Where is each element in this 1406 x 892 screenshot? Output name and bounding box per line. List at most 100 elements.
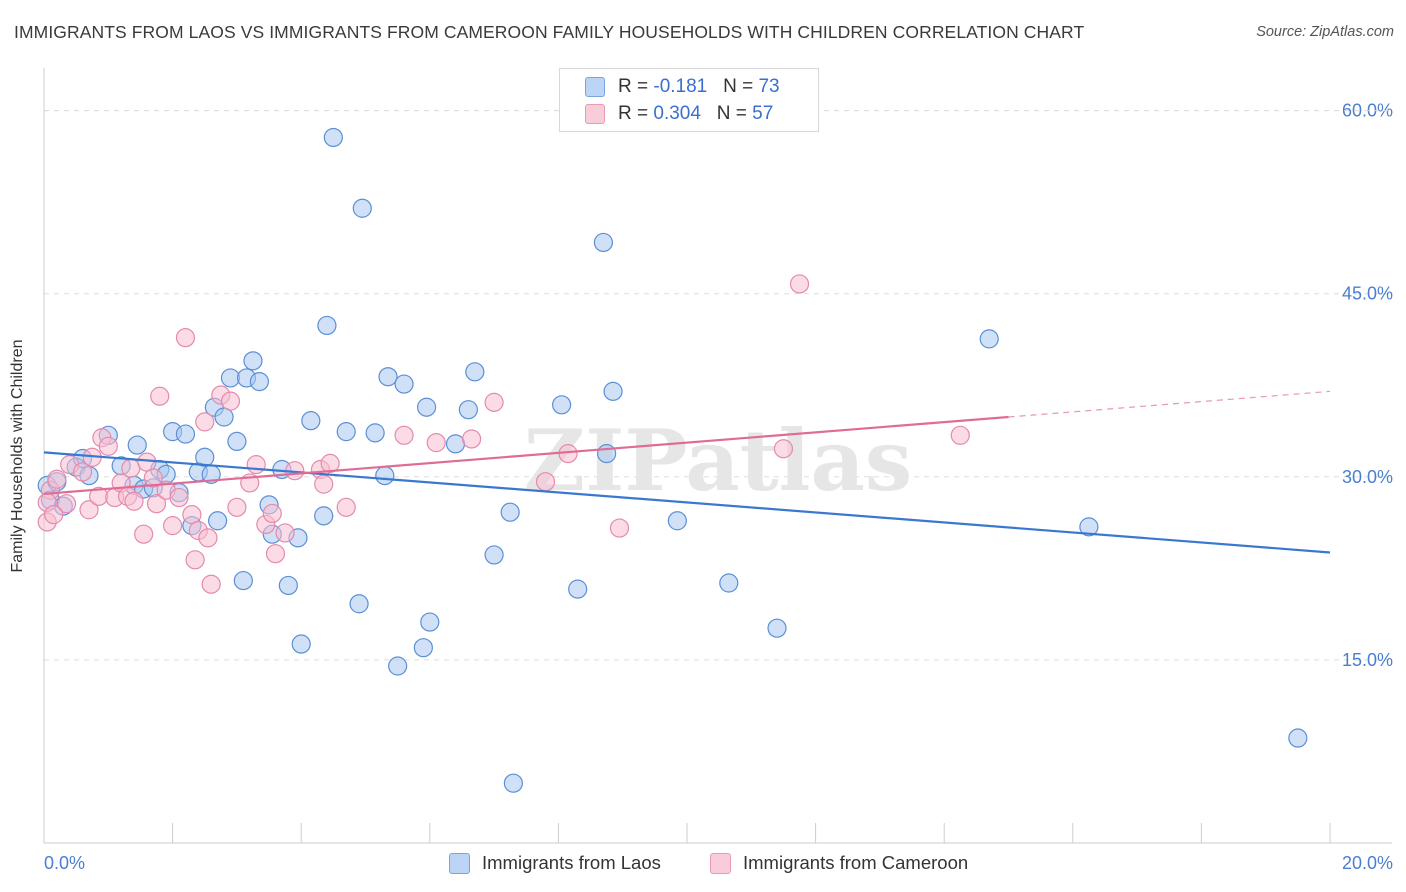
legend-swatch-laos bbox=[585, 77, 605, 97]
chart-title: IMMIGRANTS FROM LAOS VS IMMIGRANTS FROM … bbox=[14, 22, 1085, 42]
point-laos bbox=[597, 444, 617, 464]
source-label: Source: ZipAtlas.com bbox=[1256, 24, 1394, 40]
trendline-cameroon-extension bbox=[1008, 390, 1331, 418]
point-laos bbox=[552, 395, 572, 415]
point-cameroon bbox=[535, 472, 556, 492]
bottom-legend-label-laos: Immigrants from Laos bbox=[482, 852, 661, 873]
point-cameroon bbox=[262, 503, 282, 524]
point-cameroon bbox=[56, 494, 77, 514]
point-laos bbox=[1079, 517, 1099, 537]
point-cameroon bbox=[121, 458, 141, 478]
point-cameroon bbox=[198, 528, 218, 548]
point-laos bbox=[314, 506, 334, 526]
legend-n-label: N = bbox=[723, 76, 759, 97]
point-laos bbox=[413, 638, 433, 658]
point-laos bbox=[719, 573, 739, 593]
point-cameroon bbox=[773, 439, 794, 459]
point-cameroon bbox=[72, 462, 93, 482]
point-cameroon bbox=[47, 469, 67, 489]
point-cameroon bbox=[143, 468, 163, 488]
point-laos bbox=[352, 198, 372, 218]
point-laos bbox=[249, 372, 270, 392]
point-cameroon bbox=[336, 497, 356, 517]
point-cameroon bbox=[246, 455, 266, 475]
y-tick-label: 30.0% bbox=[1342, 467, 1393, 487]
x-tick-label: 0.0% bbox=[44, 853, 85, 873]
point-cameroon bbox=[394, 425, 414, 445]
point-cameroon bbox=[150, 386, 170, 406]
point-cameroon bbox=[98, 436, 118, 456]
bottom-legend-cameroon: Immigrants from Cameroon bbox=[710, 852, 968, 874]
point-laos bbox=[375, 465, 395, 486]
legend-n-value: 57 bbox=[752, 103, 774, 124]
point-laos bbox=[1288, 728, 1308, 748]
point-cameroon bbox=[461, 429, 482, 449]
y-tick-label: 45.0% bbox=[1342, 284, 1393, 304]
point-laos bbox=[278, 575, 298, 596]
point-laos bbox=[445, 434, 466, 454]
bottom-legend-swatch-laos bbox=[449, 852, 470, 874]
point-cameroon bbox=[175, 328, 196, 348]
legend-swatch-cameroon bbox=[585, 104, 605, 124]
legend-row-laos: R = -0.181 N = 73 bbox=[585, 75, 780, 99]
point-cameroon bbox=[950, 425, 970, 445]
trendline-cameroon bbox=[43, 415, 1009, 495]
point-laos bbox=[420, 612, 440, 632]
bottom-legend-label-cameroon: Immigrants from Cameroon bbox=[743, 852, 969, 873]
point-laos bbox=[301, 411, 321, 431]
point-cameroon bbox=[484, 392, 504, 412]
point-laos bbox=[503, 773, 523, 793]
point-laos bbox=[195, 447, 215, 467]
point-cameroon bbox=[275, 523, 295, 543]
point-laos bbox=[767, 618, 787, 638]
watermark: ZIPatlas bbox=[524, 411, 912, 510]
point-cameroon bbox=[609, 518, 630, 538]
point-cameroon bbox=[426, 433, 446, 453]
point-cameroon bbox=[44, 505, 64, 525]
point-laos bbox=[484, 545, 504, 565]
point-cameroon bbox=[227, 497, 247, 517]
point-cameroon bbox=[220, 391, 241, 411]
point-laos bbox=[349, 594, 369, 614]
point-laos bbox=[568, 579, 588, 599]
point-laos bbox=[233, 570, 253, 591]
point-laos bbox=[208, 511, 228, 531]
point-laos bbox=[394, 374, 414, 394]
point-laos bbox=[603, 381, 623, 401]
point-cameroon bbox=[79, 500, 99, 520]
y-tick-label: 15.0% bbox=[1342, 650, 1393, 670]
point-laos bbox=[593, 232, 614, 253]
legend-n-value: 73 bbox=[758, 76, 780, 97]
point-laos bbox=[500, 502, 520, 522]
point-laos bbox=[378, 367, 398, 387]
point-cameroon bbox=[195, 412, 215, 432]
point-laos bbox=[416, 397, 437, 417]
point-cameroon bbox=[146, 494, 167, 514]
bottom-legend-swatch-cameroon bbox=[710, 852, 731, 874]
legend-n-label: N = bbox=[716, 103, 753, 124]
point-laos bbox=[291, 634, 311, 654]
point-laos bbox=[175, 424, 196, 444]
point-cameroon bbox=[789, 274, 810, 294]
legend-r-value: 0.304 bbox=[653, 103, 701, 124]
legend-r-label: R = bbox=[618, 103, 654, 124]
point-cameroon bbox=[134, 524, 154, 544]
point-cameroon bbox=[265, 544, 286, 564]
legend-r-value: -0.181 bbox=[653, 76, 708, 97]
point-laos bbox=[323, 127, 343, 148]
point-laos bbox=[227, 431, 247, 452]
point-cameroon bbox=[169, 487, 189, 508]
point-laos bbox=[365, 423, 385, 443]
point-cameroon bbox=[185, 550, 205, 570]
point-laos bbox=[388, 656, 408, 676]
point-cameroon bbox=[201, 574, 221, 594]
trendline-laos bbox=[43, 451, 1331, 554]
point-laos bbox=[465, 362, 485, 382]
point-laos bbox=[317, 315, 337, 336]
bottom-legend-laos: Immigrants from Laos bbox=[449, 852, 661, 874]
point-laos bbox=[127, 435, 147, 455]
point-laos bbox=[458, 400, 478, 420]
legend-row-cameroon: R = 0.304 N = 57 bbox=[585, 102, 774, 126]
legend-r-label: R = bbox=[618, 76, 654, 97]
point-cameroon bbox=[124, 491, 144, 511]
